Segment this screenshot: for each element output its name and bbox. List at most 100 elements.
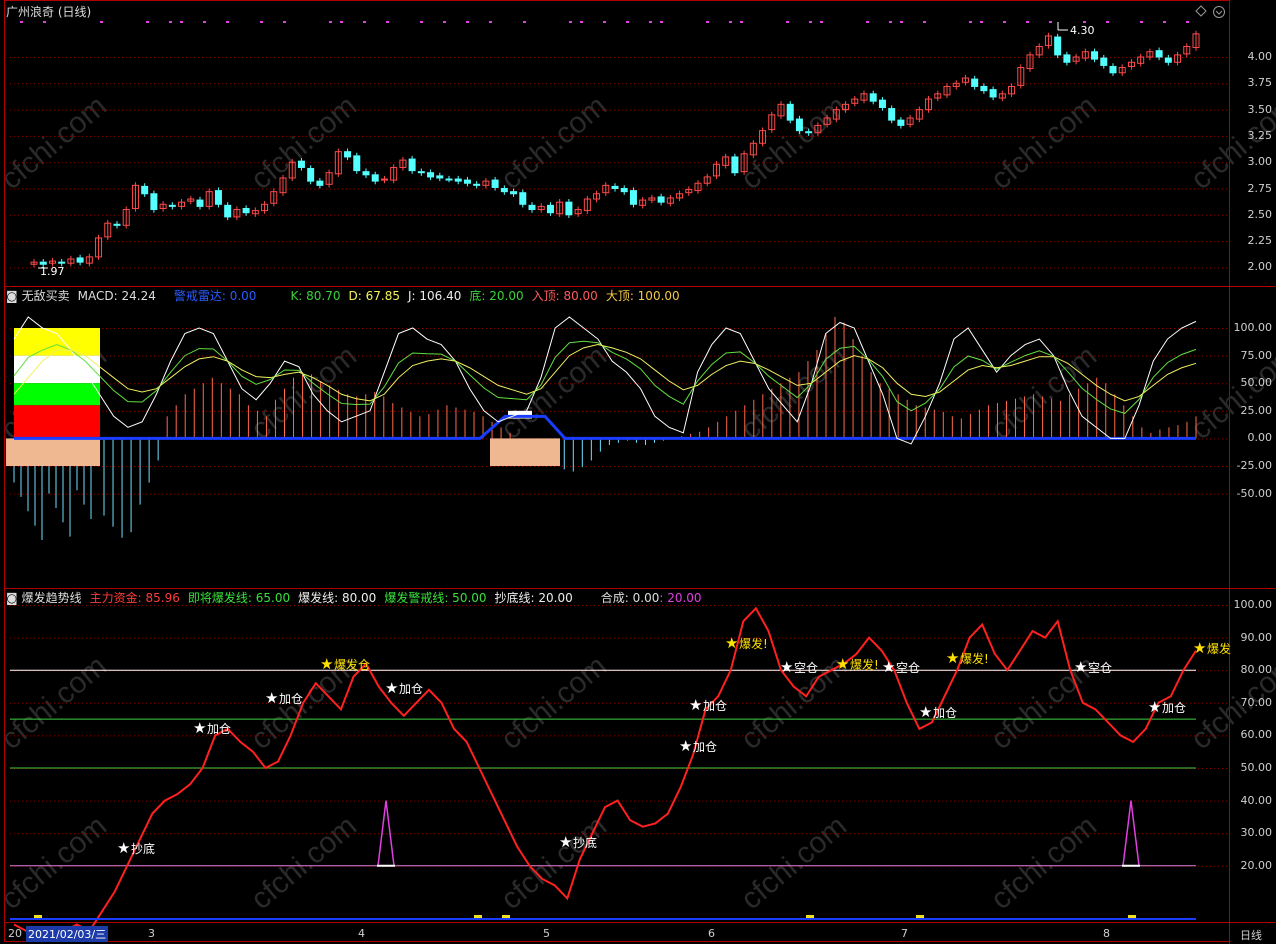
y-tick-price-1: 3.75 bbox=[1247, 76, 1273, 90]
candle-body bbox=[1183, 45, 1191, 55]
yellow-mark bbox=[916, 915, 924, 918]
candle-body bbox=[602, 184, 610, 194]
y-tick-ind-4: 0.00 bbox=[1247, 431, 1273, 445]
candle-body bbox=[1054, 36, 1062, 56]
enter-top-value: 入顶: 80.00 bbox=[531, 289, 598, 303]
candle-body bbox=[1081, 51, 1089, 59]
trend-panel: ★ 抄底★ 加仓★ 加仓★ 爆发仓★ 加仓★ 抄底★ 加仓★ 加仓★ 爆发!★ 空仓 ★ 爆发! ★ 空仓★… bbox=[10, 605, 1231, 939]
candle-body bbox=[76, 257, 84, 263]
candle-body bbox=[1035, 45, 1043, 56]
y-tick-trend-5: 50.00 bbox=[1240, 761, 1273, 774]
signal-dot bbox=[340, 21, 343, 23]
stock-title[interactable]: 广州浪奇 (日线) bbox=[6, 5, 92, 19]
trend-header: ◙ 爆发趋势线 主力资金: 85.96 即将爆发线: 65.00 爆发线: 80.00 爆… bbox=[6, 591, 710, 605]
candle-body bbox=[491, 179, 499, 188]
main-fund-value: 主力资金: 85.96 bbox=[89, 591, 180, 605]
j-line bbox=[13, 316, 1197, 445]
watermark-text: cfchi.com bbox=[0, 809, 113, 916]
candle-body bbox=[1017, 67, 1025, 86]
candle-body bbox=[1100, 57, 1108, 66]
main-fund-line bbox=[13, 606, 1197, 939]
signal-label: 加仓 bbox=[279, 692, 303, 706]
warn-radar-line bbox=[14, 414, 1196, 440]
candle-body bbox=[1109, 65, 1117, 74]
bottom-line-value: 抄底线: 20.00 bbox=[494, 591, 573, 605]
candle-body bbox=[214, 190, 222, 205]
candle-body bbox=[288, 161, 296, 179]
candle-body bbox=[906, 117, 914, 125]
y-tick-trend-7: 30.00 bbox=[1240, 826, 1273, 840]
signal-dot bbox=[569, 21, 572, 23]
candle-body bbox=[104, 222, 112, 238]
trend-name[interactable]: 爆发趋势线 bbox=[21, 591, 82, 605]
y-tick-price-3: 3.25 bbox=[1247, 128, 1273, 142]
price-panel: 4.30 1.97 bbox=[10, 5, 1229, 278]
signal-label: 加仓 bbox=[703, 699, 727, 713]
price-high-marker: 4.30 bbox=[1057, 22, 1095, 37]
period-label[interactable]: 日线 bbox=[1240, 929, 1262, 942]
yellow-mark bbox=[474, 915, 482, 918]
candle-body bbox=[1063, 54, 1071, 63]
signal-dot bbox=[969, 21, 972, 23]
signal-dot bbox=[980, 21, 983, 23]
price-high-label: 4.30 bbox=[1070, 24, 1095, 37]
candle-body bbox=[961, 77, 969, 83]
candle-body bbox=[473, 183, 481, 186]
candle-body bbox=[261, 203, 269, 212]
signal-dot bbox=[523, 21, 526, 23]
collapse-circle-icon[interactable] bbox=[1213, 6, 1225, 18]
candle-body bbox=[445, 178, 453, 181]
signal-label: 空仓 bbox=[1088, 661, 1112, 675]
x-month-8: 8 bbox=[1103, 927, 1110, 940]
candle-body bbox=[786, 103, 794, 121]
candle-body bbox=[168, 204, 176, 207]
candle-body bbox=[823, 117, 831, 125]
candle-body bbox=[482, 180, 490, 186]
x-month-6: 6 bbox=[708, 927, 715, 940]
y-tick-price-0: 4.00 bbox=[1247, 50, 1273, 63]
candle-body bbox=[131, 184, 139, 209]
signal-label: 加仓 bbox=[399, 682, 423, 696]
candle-body bbox=[722, 156, 730, 166]
collapse-icon[interactable]: ◙ bbox=[6, 289, 18, 303]
candle-body bbox=[1192, 33, 1200, 49]
indicator-name[interactable]: 无敌买卖 bbox=[21, 289, 70, 303]
signal-dot bbox=[1163, 21, 1166, 23]
watermark-text: cfchi.com bbox=[245, 809, 363, 916]
signal-star-icon: ★ bbox=[193, 719, 206, 737]
indicator-blocks bbox=[6, 328, 560, 466]
signal-star-icon: ★ bbox=[559, 833, 572, 851]
diamond-icon[interactable] bbox=[1195, 5, 1207, 17]
signal-dot bbox=[820, 21, 823, 23]
signal-star-icon: ★ bbox=[1074, 658, 1087, 676]
signal-dot bbox=[363, 21, 366, 23]
signal-dot bbox=[1083, 21, 1086, 23]
yellow-mark bbox=[1128, 915, 1136, 918]
signal-star-icon: ★ bbox=[946, 649, 959, 667]
signal-dot bbox=[1106, 21, 1109, 23]
signal-star-icon: ★ bbox=[689, 696, 702, 714]
x-month-3: 3 bbox=[148, 927, 155, 940]
x-month-7: 7 bbox=[901, 927, 908, 940]
signal-dot bbox=[169, 21, 172, 23]
y-tick-price-4: 3.00 bbox=[1247, 155, 1273, 169]
candle-body bbox=[869, 93, 877, 102]
candle-body bbox=[1146, 51, 1154, 58]
signal-dot bbox=[649, 21, 652, 23]
candle-body bbox=[362, 171, 370, 176]
date-cursor-box[interactable]: 2021/02/03/三 bbox=[26, 926, 109, 942]
signal-dot bbox=[866, 21, 869, 23]
candle-body bbox=[113, 223, 121, 226]
candle-body bbox=[888, 108, 896, 121]
signal-label: 空仓 bbox=[896, 661, 920, 675]
composite-spike bbox=[1122, 800, 1140, 866]
price-grid bbox=[10, 57, 1229, 269]
x-month-5: 5 bbox=[543, 927, 550, 940]
signal-label: 爆发 bbox=[1207, 641, 1231, 656]
collapse-icon-2[interactable]: ◙ bbox=[6, 591, 18, 605]
yellow-mark bbox=[502, 915, 510, 918]
y-tick-ind-2: 50.00 bbox=[1240, 376, 1273, 390]
signal-dot bbox=[1186, 21, 1189, 23]
signal-star-icon: ★ bbox=[919, 703, 932, 721]
